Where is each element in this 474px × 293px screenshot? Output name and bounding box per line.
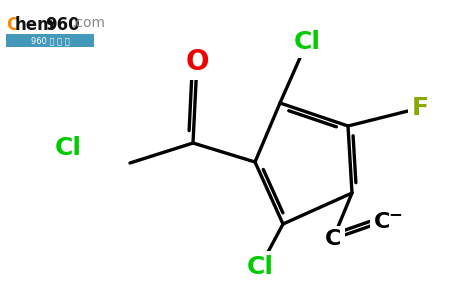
Text: Cl: Cl bbox=[293, 30, 320, 54]
FancyBboxPatch shape bbox=[6, 34, 94, 47]
Text: C: C bbox=[6, 16, 18, 34]
Text: Cl: Cl bbox=[246, 255, 273, 279]
Text: C: C bbox=[325, 229, 341, 249]
Text: hem: hem bbox=[15, 16, 55, 34]
Text: 960 化 工 网: 960 化 工 网 bbox=[31, 36, 69, 45]
Text: −: − bbox=[388, 205, 402, 223]
Text: 960: 960 bbox=[45, 16, 80, 34]
Text: C: C bbox=[374, 212, 390, 232]
Text: O: O bbox=[185, 48, 209, 76]
Text: Cl: Cl bbox=[55, 136, 82, 160]
Text: .com: .com bbox=[72, 16, 106, 30]
Text: F: F bbox=[411, 96, 428, 120]
